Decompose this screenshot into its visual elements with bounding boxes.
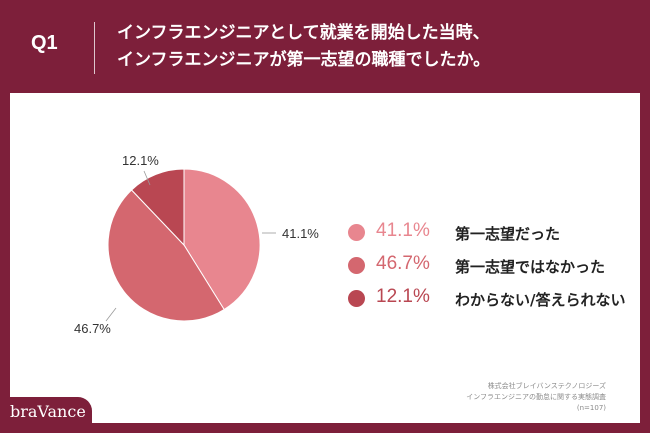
legend-value-not-first-choice: 46.7% <box>376 253 430 274</box>
leader-line-unknown <box>143 170 151 186</box>
legend-swatch-not-first-choice <box>348 257 365 274</box>
source-line-1: 株式会社ブレイバンステクノロジーズ <box>487 382 606 390</box>
source-line-2: インフラエンジニアの勤怠に関する実態調査 <box>466 393 606 401</box>
question-title-line-1: インフラエンジニアとして就業を開始した当時、 <box>117 23 490 43</box>
question-title: インフラエンジニアとして就業を開始した当時、 インフラエンジニアが第一志望の職種… <box>117 20 637 74</box>
legend-label-first-choice: 第一志望だった <box>455 225 561 243</box>
legend-swatch-first-choice <box>348 224 365 241</box>
header-divider <box>94 22 95 74</box>
pie-slice-unknown <box>130 168 185 247</box>
chart-card: 41.1% 46.7% 12.1% 41.1% 第一志望だった 46.7% 第一志望ではな… <box>10 93 640 423</box>
legend-label-not-first-choice: 第一志望ではなかった <box>455 258 606 276</box>
question-title-line-2: インフラエンジニアが第一志望の職種でしたか。 <box>117 50 491 70</box>
pie-slice-first-choice <box>183 168 261 311</box>
legend-label-unknown: わからない/答えられない <box>455 291 626 309</box>
source-line-3: (n=107) <box>576 404 606 412</box>
leader-line-not-first-choice <box>105 307 117 322</box>
pie-value-label-unknown: 12.1% <box>122 153 159 168</box>
pie-slice-not-first-choice <box>107 189 225 322</box>
legend-value-first-choice: 41.1% <box>376 220 430 241</box>
legend-swatch-unknown <box>348 290 365 307</box>
legend-value-unknown: 12.1% <box>376 286 430 307</box>
brand-logo: braVance <box>10 402 86 421</box>
pie-chart: 41.1% 46.7% 12.1% <box>74 153 319 336</box>
brand-tab: braVance <box>0 397 92 433</box>
pie-value-label-first-choice: 41.1% <box>282 226 319 241</box>
header: Q1 インフラエンジニアとして就業を開始した当時、 インフラエンジニアが第一志望… <box>0 0 650 92</box>
question-label: Q1 <box>31 32 58 54</box>
source-note: 株式会社ブレイバンステクノロジーズ インフラエンジニアの勤怠に関する実態調査 (… <box>466 381 606 414</box>
pie-value-label-not-first-choice: 46.7% <box>74 321 111 336</box>
